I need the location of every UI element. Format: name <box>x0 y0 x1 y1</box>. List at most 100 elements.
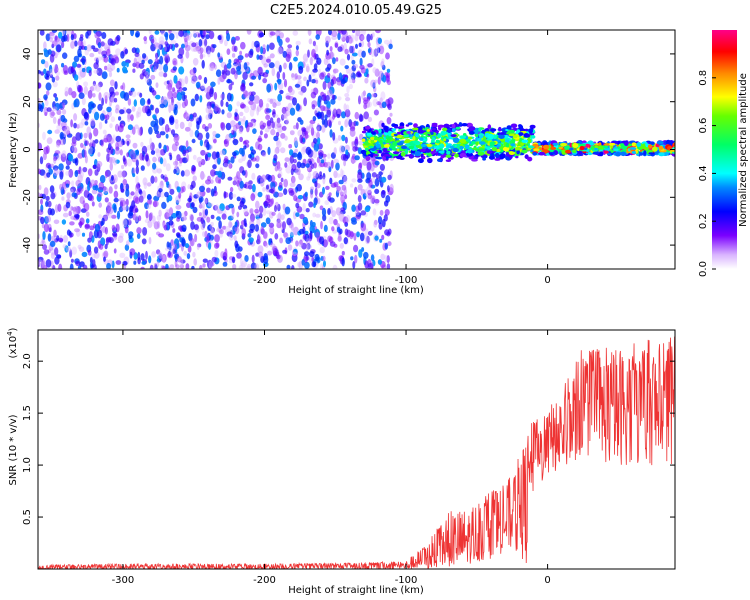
spectrogram-noise-cell <box>71 246 77 255</box>
spectrogram-noise-cell <box>193 258 197 266</box>
spectrogram-signal-cell <box>361 138 366 142</box>
spectrogram-noise-cell <box>387 174 392 181</box>
spectrogram-noise-cell <box>52 165 59 171</box>
spectrogram-signal-cell <box>378 149 382 154</box>
spectrogram-noise-cell <box>358 42 362 48</box>
spectrogram-noise-cell <box>146 182 152 187</box>
spectrogram-noise-cell <box>287 85 293 93</box>
spectrogram-noise-cell <box>65 183 70 188</box>
spectrogram-noise-cell <box>269 42 275 50</box>
spectrogram-noise-cell <box>289 130 295 136</box>
spectrogram-noise-cell <box>345 36 349 41</box>
spectrogram-signal-cell <box>417 129 425 134</box>
spectrogram-signal-cell <box>466 148 473 154</box>
spectrogram-noise-cell <box>215 69 222 77</box>
spectrogram-noise-cell <box>340 168 343 178</box>
spectrogram-noise-cell <box>328 192 332 197</box>
spectrogram-noise-cell <box>234 226 240 235</box>
spectrogram-noise-cell <box>338 72 343 81</box>
spectrogram-noise-cell <box>266 83 272 93</box>
spectrogram-noise-cell <box>128 90 133 96</box>
spectrogram-noise-cell <box>69 221 75 226</box>
spectrogram-noise-cell <box>301 242 307 250</box>
spectrogram-noise-cell <box>58 31 63 39</box>
spectrogram-noise-cell <box>263 240 268 247</box>
spectrogram-noise-cell <box>350 217 357 223</box>
spectrogram-noise-cell <box>47 207 52 216</box>
spectrogram-noise-cell <box>87 146 93 156</box>
spectrogram-noise-cell <box>87 90 93 99</box>
spectrogram-noise-cell <box>130 114 134 121</box>
spectrogram-noise-cell <box>115 135 122 143</box>
spectrogram-noise-cell <box>332 114 336 120</box>
spectrogram-noise-cell <box>62 244 67 249</box>
spectrogram-noise-cell <box>45 162 52 169</box>
spectrogram-noise-cell <box>276 166 283 172</box>
spectrogram-signal-cell <box>533 148 540 152</box>
spectrogram-noise-cell <box>45 215 51 223</box>
spectrogram-noise-cell <box>54 102 60 111</box>
spectrogram-noise-cell <box>381 218 386 228</box>
spectrogram-noise-cell <box>333 158 339 164</box>
spectrogram-signal-cell <box>400 151 406 157</box>
spectrogram-noise-cell <box>239 125 244 132</box>
spectrogram-noise-cell <box>150 43 156 52</box>
spectrogram-noise-cell <box>354 111 360 120</box>
spectrogram-noise-cell <box>325 40 329 48</box>
spectrogram-signal-cell <box>438 143 445 149</box>
spectrogram-noise-cell <box>188 121 193 128</box>
spectrogram-noise-cell <box>88 231 93 240</box>
spectrogram-noise-cell <box>158 233 165 238</box>
spectrogram-noise-cell <box>134 197 141 204</box>
spectrogram-noise-cell <box>53 64 58 73</box>
spectrogram-noise-cell <box>45 82 52 91</box>
spectrogram-noise-cell <box>310 127 315 136</box>
spectrogram-noise-cell <box>38 209 44 216</box>
spectrogram-noise-cell <box>276 219 282 226</box>
spectrogram-noise-cell <box>271 67 276 77</box>
spectrogram-noise-cell <box>220 122 224 129</box>
spectrogram-noise-cell <box>332 57 336 65</box>
spectrogram-noise-cell <box>193 165 197 172</box>
spectrogram-noise-cell <box>71 141 77 147</box>
spectrogram-noise-cell <box>175 210 182 220</box>
spectrogram-noise-cell <box>38 103 42 112</box>
snr-y-multiplier: (x104) <box>6 327 19 358</box>
spectrogram-noise-cell <box>250 91 256 96</box>
colorbar-ticks: 0.00.20.40.60.8 <box>698 70 716 277</box>
spectrogram-noise-cell <box>311 221 316 228</box>
spectrogram-noise-cell <box>73 122 77 129</box>
spectrogram-signal-cell <box>391 138 396 142</box>
spectrogram-noise-cell <box>180 170 185 177</box>
spectrogram-noise-cell <box>81 232 86 237</box>
spectrogram-noise-cell <box>97 48 102 55</box>
spectrogram-noise-cell <box>154 58 159 63</box>
spectrogram-noise-cell <box>183 250 188 256</box>
spectrogram-noise-cell <box>223 64 228 73</box>
spectrogram-noise-cell <box>45 195 50 202</box>
spectrogram-noise-cell <box>269 226 275 235</box>
spectrogram-noise-cell <box>357 140 364 146</box>
spectrogram-noise-cell <box>137 55 142 63</box>
spectrogram-noise-cell <box>207 224 212 231</box>
spectrogram-noise-cell <box>236 171 241 179</box>
spectrogram-noise-cell <box>378 174 382 183</box>
spectrogram-noise-cell <box>315 112 320 117</box>
spectrogram-noise-cell <box>305 208 310 213</box>
spectrogram-noise-cell <box>239 180 244 189</box>
spectrogram-noise-cell <box>386 72 391 79</box>
spectrogram-noise-cell <box>382 75 387 83</box>
spectrogram-noise-cell <box>219 150 226 156</box>
spectrogram-noise-cell <box>304 230 309 235</box>
spectrogram-noise-cell <box>142 227 148 236</box>
spectrogram-noise-cell <box>46 137 53 145</box>
spectrogram-noise-cell <box>355 121 359 126</box>
spectrogram-noise-cell <box>336 113 341 119</box>
spectrogram-noise-cell <box>126 158 133 167</box>
spectrogram-noise-cell <box>291 73 295 78</box>
spectrogram-noise-cell <box>204 197 209 205</box>
spectrogram-noise-cell <box>143 182 148 190</box>
spectrogram-noise-cell <box>73 74 79 81</box>
spectrogram-noise-cell <box>331 35 337 40</box>
spectrogram-noise-cell <box>239 257 243 267</box>
